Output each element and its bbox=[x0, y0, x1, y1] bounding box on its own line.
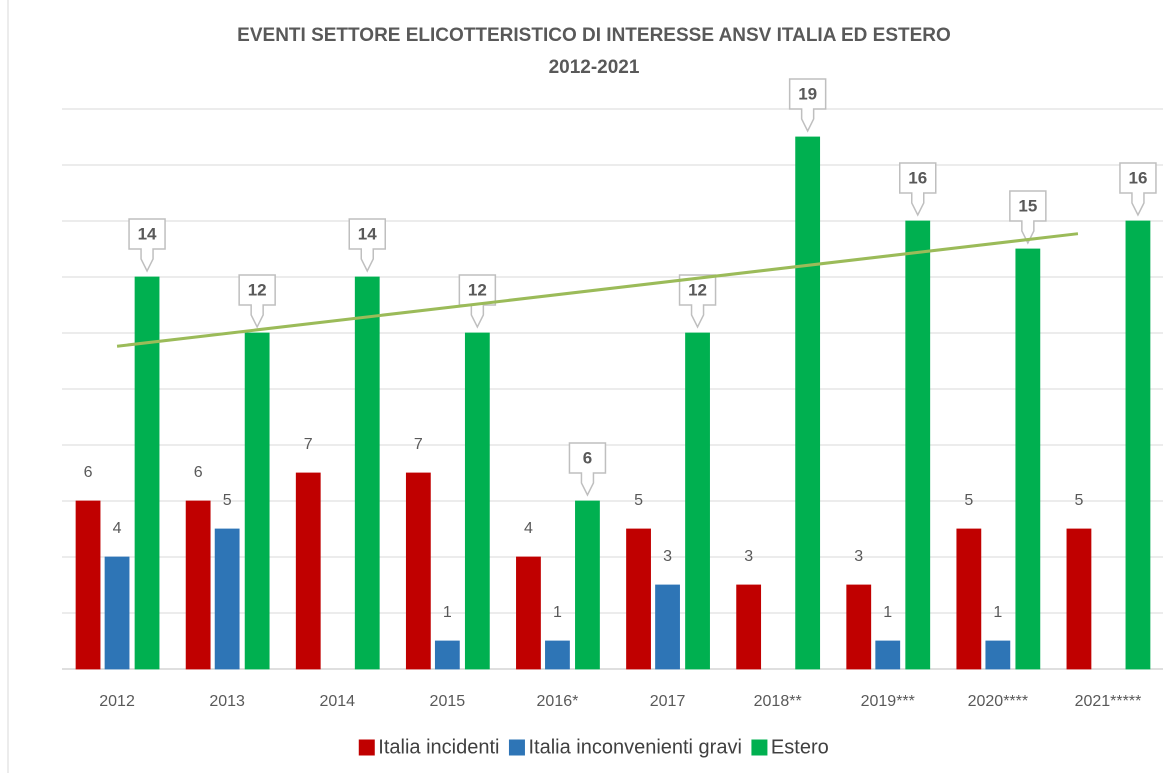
data-label: 4 bbox=[524, 520, 533, 537]
bar bbox=[244, 332, 270, 670]
bar bbox=[956, 528, 982, 670]
bar bbox=[736, 584, 762, 670]
data-label: 14 bbox=[138, 224, 157, 243]
bar bbox=[354, 276, 380, 670]
data-label: 16 bbox=[1128, 168, 1147, 187]
bar bbox=[464, 332, 490, 670]
bar bbox=[545, 640, 570, 670]
bar bbox=[875, 640, 901, 670]
bar bbox=[434, 640, 460, 670]
data-label: 12 bbox=[688, 280, 707, 299]
bar bbox=[846, 584, 872, 670]
data-label: 3 bbox=[854, 548, 863, 565]
x-tick-label: 2014 bbox=[319, 693, 355, 710]
callout-box bbox=[128, 218, 166, 273]
legend-label: Estero bbox=[771, 736, 829, 758]
data-label: 6 bbox=[84, 464, 93, 481]
data-label: 14 bbox=[358, 224, 377, 243]
bar bbox=[185, 500, 211, 670]
bar bbox=[1125, 220, 1151, 670]
bar bbox=[685, 332, 710, 670]
legend-swatch bbox=[751, 739, 768, 756]
callout-box bbox=[348, 218, 386, 273]
data-label: 16 bbox=[908, 168, 927, 187]
bar bbox=[1066, 528, 1092, 670]
legend-label: Italia incidenti bbox=[378, 736, 499, 758]
chart-title: EVENTI SETTORE ELICOTTERISTICO DI INTERE… bbox=[237, 25, 951, 46]
x-tick-label: 2020**** bbox=[968, 693, 1029, 710]
data-label: 5 bbox=[634, 492, 643, 509]
bar bbox=[795, 136, 821, 670]
bar bbox=[985, 640, 1011, 670]
bar bbox=[1015, 248, 1041, 670]
data-label: 12 bbox=[248, 280, 267, 299]
bar bbox=[655, 584, 680, 670]
bar bbox=[134, 276, 160, 670]
data-label: 1 bbox=[883, 604, 892, 621]
legend-swatch bbox=[508, 739, 525, 756]
x-tick-label: 2017 bbox=[650, 693, 686, 710]
trendline bbox=[116, 232, 1079, 348]
data-label: 3 bbox=[744, 548, 753, 565]
data-label: 5 bbox=[223, 492, 232, 509]
data-label: 12 bbox=[468, 280, 487, 299]
x-tick-label: 2016* bbox=[537, 693, 579, 710]
callout-box bbox=[899, 162, 937, 217]
data-label: 1 bbox=[553, 604, 562, 621]
callout-box bbox=[1009, 190, 1047, 245]
callout-box bbox=[238, 274, 276, 329]
data-label: 3 bbox=[663, 548, 672, 565]
bar bbox=[75, 500, 101, 670]
callout-box bbox=[788, 78, 827, 133]
callout-box bbox=[568, 442, 607, 497]
x-tick-label: 2019*** bbox=[861, 693, 915, 710]
callout-box bbox=[678, 274, 717, 329]
bar bbox=[104, 556, 130, 670]
chart-subtitle: 2012-2021 bbox=[549, 57, 640, 78]
bar bbox=[214, 528, 240, 670]
bar bbox=[405, 472, 431, 670]
x-tick-label: 2018** bbox=[754, 693, 802, 710]
x-tick-label: 2021***** bbox=[1075, 693, 1142, 710]
data-label: 19 bbox=[798, 84, 817, 103]
bar bbox=[905, 220, 931, 670]
x-tick-label: 2015 bbox=[430, 693, 466, 710]
x-tick-label: 2013 bbox=[209, 693, 245, 710]
data-label: 7 bbox=[414, 436, 423, 453]
legend-swatch bbox=[358, 739, 375, 756]
bar bbox=[626, 528, 651, 670]
callout-box bbox=[1119, 162, 1157, 217]
data-label: 1 bbox=[443, 604, 452, 621]
data-label: 5 bbox=[964, 492, 973, 509]
data-label: 15 bbox=[1018, 196, 1037, 215]
data-label: 7 bbox=[304, 436, 313, 453]
data-label: 6 bbox=[194, 464, 203, 481]
data-label: 5 bbox=[1074, 492, 1083, 509]
legend-label: Italia inconvenienti gravi bbox=[528, 736, 741, 758]
data-label: 1 bbox=[993, 604, 1002, 621]
bar bbox=[575, 500, 600, 670]
bar bbox=[295, 472, 321, 670]
data-label: 6 bbox=[583, 448, 592, 467]
data-label: 4 bbox=[113, 520, 122, 537]
bar bbox=[516, 556, 541, 670]
legend: Italia incidenti Italia inconvenienti gra… bbox=[358, 736, 829, 758]
x-tick-label: 2012 bbox=[99, 693, 135, 710]
